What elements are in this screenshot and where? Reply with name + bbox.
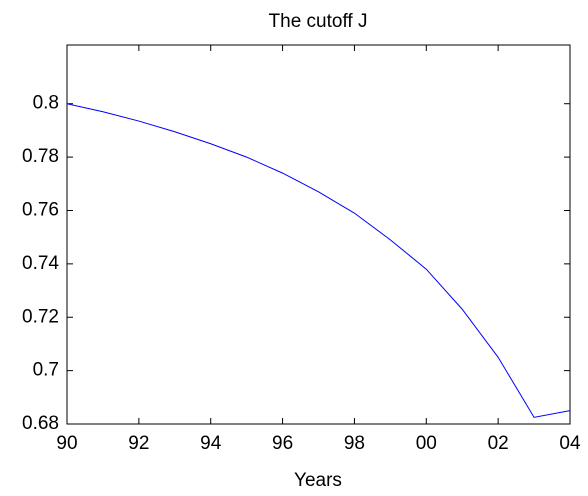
x-tick-label: 02: [488, 433, 509, 454]
y-tick-label: 0.7: [33, 360, 59, 381]
data-line: [66, 103, 571, 418]
chart-title: The cutoff J: [269, 11, 368, 32]
axes-box: [66, 44, 571, 425]
x-tick-label: 92: [128, 433, 149, 454]
x-tick-label: 96: [272, 433, 293, 454]
x-tick-label: 04: [559, 433, 581, 454]
x-tick-label: 00: [416, 433, 437, 454]
y-tick-label: 0.74: [22, 253, 59, 274]
y-tick-label: 0.72: [22, 306, 59, 327]
x-tick-label: 94: [200, 433, 222, 454]
x-axis-label: Years: [294, 470, 342, 491]
x-tick-label: 98: [344, 433, 365, 454]
y-tick-label: 0.76: [22, 199, 59, 220]
y-tick-label: 0.8: [33, 93, 59, 114]
x-tick-label: 90: [56, 433, 77, 454]
y-tick-label: 0.78: [22, 146, 59, 167]
y-tick-label: 0.68: [22, 413, 59, 434]
